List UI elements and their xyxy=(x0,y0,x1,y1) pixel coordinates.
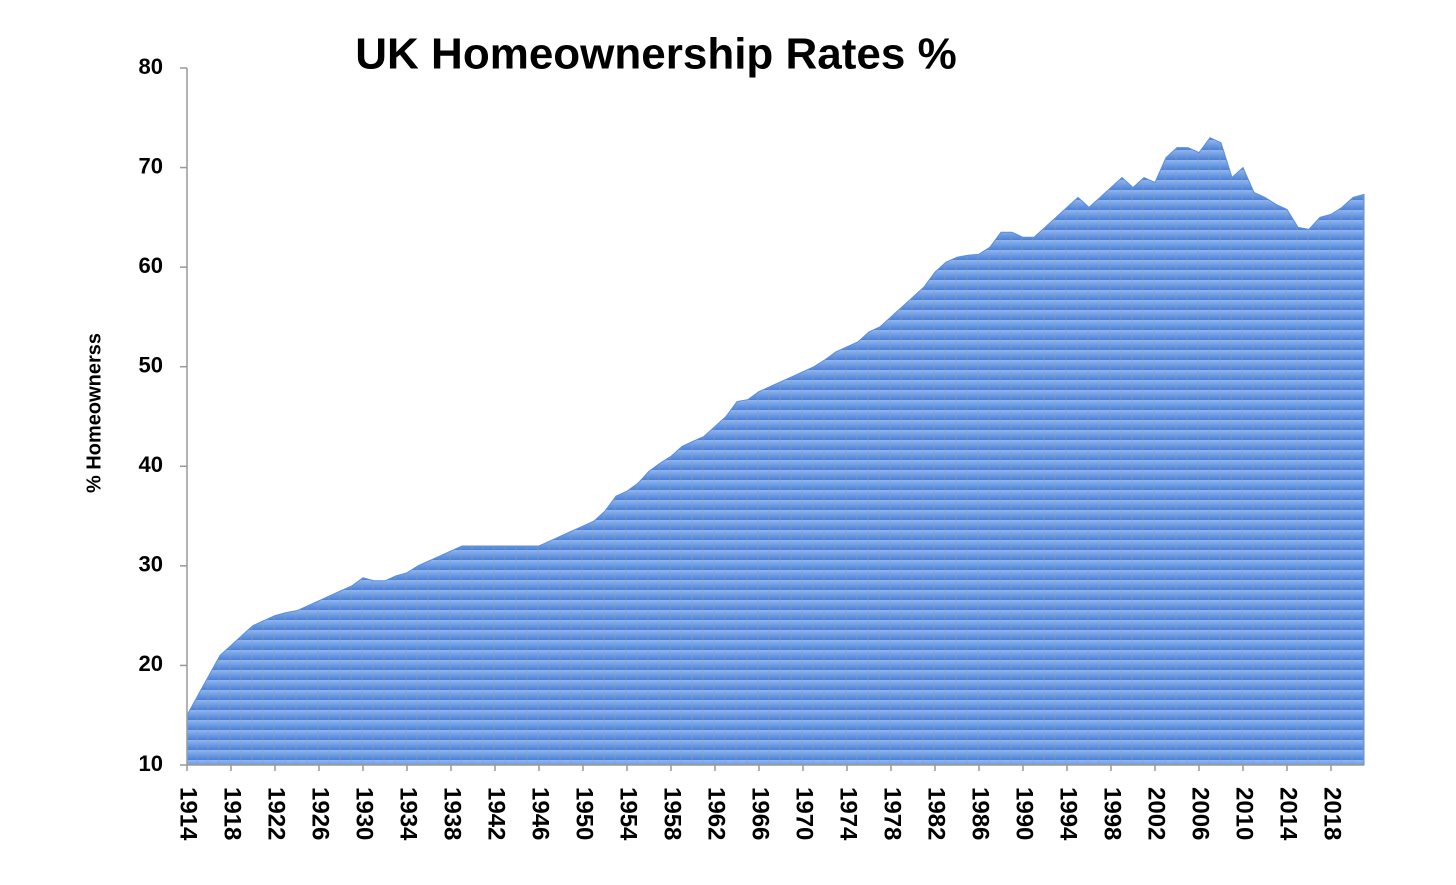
x-tick-label: 1958 xyxy=(659,787,686,840)
x-tick-label: 1990 xyxy=(1011,787,1038,840)
x-tick-label: 1946 xyxy=(527,787,554,840)
x-tick-label: 2014 xyxy=(1275,787,1302,841)
x-tick-label: 1982 xyxy=(923,787,950,840)
x-tick-label: 1942 xyxy=(483,787,510,840)
y-tick-label: 30 xyxy=(139,552,163,577)
y-axis-label: % Homeownerss xyxy=(83,333,105,493)
x-tick-label: 1918 xyxy=(219,787,246,840)
x-tick-label: 1966 xyxy=(747,787,774,840)
x-tick-label: 1994 xyxy=(1055,787,1082,841)
x-tick-label: 1950 xyxy=(571,787,598,840)
x-tick-label: 1978 xyxy=(879,787,906,840)
x-tick-label: 1986 xyxy=(967,787,994,840)
y-tick-label: 20 xyxy=(139,651,163,676)
x-tick-label: 1938 xyxy=(439,787,466,840)
x-tick-label: 1926 xyxy=(307,787,334,840)
y-tick-label: 60 xyxy=(139,253,163,278)
x-tick-label: 1974 xyxy=(835,787,862,841)
x-tick-label: 1962 xyxy=(703,787,730,840)
y-tick-label: 50 xyxy=(139,353,163,378)
x-tick-label: 1970 xyxy=(791,787,818,840)
x-tick-label: 1914 xyxy=(175,787,202,841)
x-tick-label: 2010 xyxy=(1231,787,1258,840)
x-tick-label: 1922 xyxy=(263,787,290,840)
x-tick-label: 2006 xyxy=(1187,787,1214,840)
y-tick-label: 70 xyxy=(139,153,163,178)
x-tick-label: 1954 xyxy=(615,787,642,841)
x-tick-label: 1930 xyxy=(351,787,378,840)
y-tick-label: 80 xyxy=(139,54,163,79)
area xyxy=(186,137,1365,766)
x-tick-label: 2018 xyxy=(1319,787,1346,840)
y-tick-label: 40 xyxy=(139,452,163,477)
x-tick-label: 1998 xyxy=(1099,787,1126,840)
x-tick-label: 2002 xyxy=(1143,787,1170,840)
y-tick-label: 10 xyxy=(139,751,163,776)
chart-title: UK Homeownership Rates % xyxy=(355,30,956,79)
x-tick-label: 1934 xyxy=(395,787,422,841)
